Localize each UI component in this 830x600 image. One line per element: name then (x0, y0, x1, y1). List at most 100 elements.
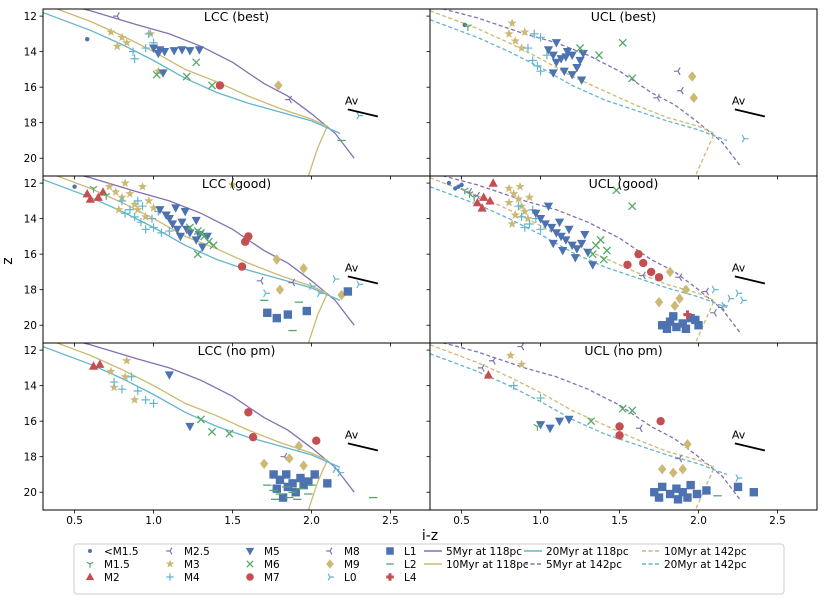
data-point-m5 (562, 48, 573, 57)
data-point-m5 (185, 47, 195, 56)
data-point-m9 (274, 80, 283, 91)
panel-title: UCL (no pm) (584, 343, 662, 358)
data-point-m7 (656, 416, 665, 426)
isochrone-iso5_118 (81, 343, 355, 493)
isochrone-iso5_142 (441, 176, 742, 335)
panel-lcc_good: Av LCC (good) 12 14 16 18 20 (24, 175, 431, 347)
isochrone-iso10_118 (55, 176, 329, 343)
data-point-m6 (207, 81, 217, 90)
plot-area: Av (43, 176, 379, 343)
data-point-m15 (89, 185, 98, 193)
data-point-l1 (658, 321, 667, 330)
data-point-l1 (650, 488, 659, 497)
x-tick-label: 1.5 (611, 515, 628, 527)
data-point-m6 (612, 186, 621, 195)
data-point-m3 (524, 192, 535, 202)
isochrone-iso20_118 (43, 345, 341, 468)
data-point-m2 (477, 203, 487, 212)
data-point-m2 (85, 194, 95, 203)
data-point-m5 (164, 371, 174, 380)
isochrone-iso20_118 (43, 178, 341, 301)
legend-label: 10Myr at 118pc (446, 559, 529, 571)
data-point-m6 (152, 70, 161, 79)
panel-frame (429, 8, 818, 177)
data-point-m5 (564, 225, 574, 235)
data-point-m7 (639, 258, 648, 268)
data-point-m4 (536, 66, 545, 76)
data-point-m5 (547, 223, 557, 233)
data-point-m4 (127, 372, 136, 381)
data-point-m3 (120, 371, 130, 381)
legend-marker-m9 (326, 559, 334, 569)
data-point-m5 (561, 236, 571, 245)
data-point-l1 (665, 317, 675, 326)
reddening-label: Av (345, 94, 359, 107)
isochrone-iso20_142 (430, 186, 728, 309)
data-point-m5 (551, 229, 561, 238)
data-point-m3 (149, 203, 159, 212)
data-point-m5 (164, 215, 174, 224)
data-point-l1 (733, 482, 743, 492)
data-point-lt_m15 (459, 182, 464, 188)
data-point-m3 (144, 196, 154, 205)
panel-ucl_nopm: Av UCL (no pm) 0.5 1.0 1.5 2.0 2.5 (426, 342, 818, 527)
data-point-m4 (117, 384, 127, 394)
isochrone-iso5_142 (441, 9, 742, 168)
data-point-m6 (204, 237, 213, 246)
data-point-m5 (543, 46, 554, 55)
data-point-m9 (688, 71, 697, 82)
data-point-m5 (577, 239, 587, 249)
legend-item-iso10_142: 10Myr at 142pc (642, 546, 747, 558)
y-tick-label: 18 (24, 452, 37, 464)
legend-label: M2 (104, 572, 120, 584)
reddening-label: Av (345, 261, 359, 274)
reddening-label: Av (732, 428, 746, 441)
data-point-m3 (120, 178, 130, 187)
x-tick-label: 0.5 (453, 515, 470, 527)
data-point-l0 (727, 294, 735, 303)
data-point-m5 (175, 232, 186, 242)
data-point-m4 (530, 29, 539, 39)
data-point-m3 (507, 219, 517, 228)
data-point-m5 (554, 218, 565, 227)
data-point-m9 (272, 254, 281, 265)
data-point-m2 (98, 187, 108, 196)
data-point-m4 (509, 381, 518, 390)
panel-frame (42, 342, 431, 511)
data-point-m3 (227, 180, 238, 189)
plot-area: Av (430, 343, 766, 510)
panels: Av LCC (best) 12 14 16 18 20 Av UCL (best) Av LCC … (24, 8, 818, 527)
plot-area: Av (43, 343, 379, 510)
legend-item-m6: M6 (246, 559, 280, 571)
data-point-m5 (561, 53, 571, 62)
data-point-m4 (149, 223, 158, 232)
data-point-m5 (191, 236, 201, 245)
legend-label: M9 (344, 559, 360, 571)
data-point-l1 (310, 470, 319, 479)
panel-title: LCC (good) (202, 176, 271, 191)
data-point-m4 (128, 47, 138, 56)
data-point-m3 (510, 210, 520, 219)
data-point-m8 (280, 452, 288, 461)
data-point-m2 (485, 196, 495, 205)
data-point-m15 (533, 423, 542, 431)
y-tick-label: 20 (24, 487, 37, 499)
legend-label: L2 (404, 559, 417, 571)
data-point-m9 (675, 293, 684, 304)
data-point-m5 (185, 422, 195, 432)
reddening-arrow (734, 275, 766, 285)
data-point-m9 (689, 92, 698, 104)
data-point-m9 (681, 284, 691, 295)
data-point-l1 (272, 484, 281, 493)
data-point-l1 (658, 482, 667, 492)
legend-item-lt_m15: <M1.5 (88, 546, 139, 558)
data-point-m9 (669, 467, 678, 478)
data-point-m6 (207, 427, 217, 436)
data-point-m4 (125, 205, 135, 214)
legend-frame (73, 543, 785, 595)
data-point-m3 (517, 359, 527, 369)
data-point-m5 (177, 46, 187, 55)
data-point-m9 (299, 263, 308, 274)
data-point-l1 (654, 493, 664, 502)
x-tick-label: 2.5 (382, 515, 399, 527)
